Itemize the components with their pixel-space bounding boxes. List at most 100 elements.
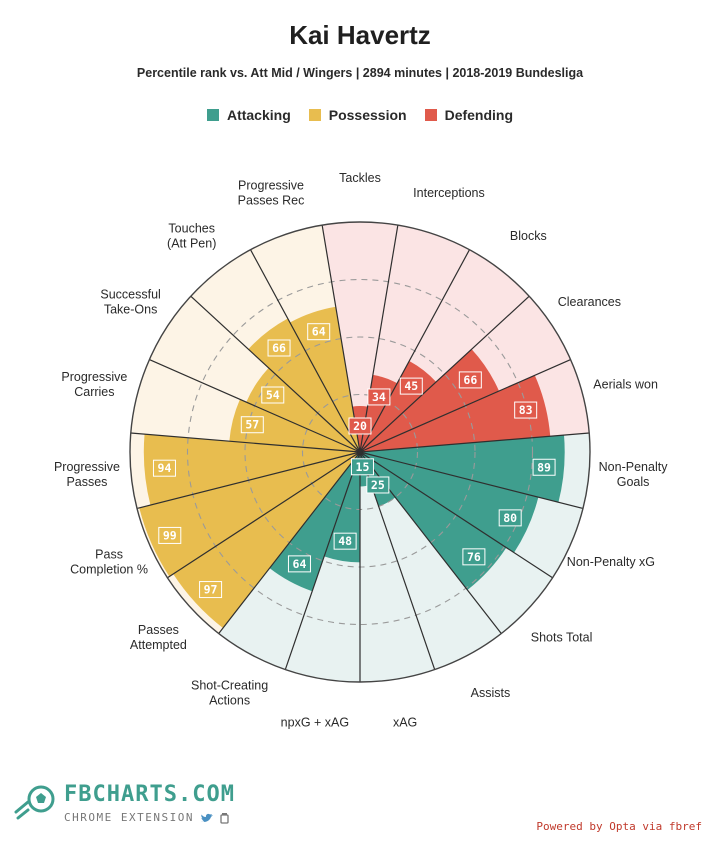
spoke-9 — [321, 225, 361, 453]
value-label-text: 66 — [463, 373, 477, 387]
value-label-non-penalty-goals: 89 — [532, 458, 556, 476]
value-label-clearances: 66 — [458, 371, 482, 389]
legend-label-attacking: Attacking — [226, 107, 291, 123]
legend-swatch-defending — [424, 109, 437, 121]
spoke-12 — [359, 295, 530, 453]
value-label-shot-creating-actions: 64 — [287, 555, 311, 573]
metric-label-aerials-won: Aerials won — [593, 378, 658, 392]
spoke-16 — [359, 451, 553, 579]
bar-non-penalty-goals — [360, 435, 565, 503]
soccer-ball-icon — [14, 785, 55, 820]
outer-ring — [129, 221, 591, 683]
bar-progressive-passes — [143, 434, 360, 506]
metric-label-non-penalty-goals: Non-Penalty Goals — [599, 460, 669, 489]
spoke-4 — [136, 451, 361, 510]
value-label-box — [199, 581, 223, 599]
metric-label-passes-attempted: Passes Attempted — [130, 623, 187, 652]
metric-label-assists: Assists — [471, 686, 511, 700]
value-label-text: 83 — [519, 403, 533, 417]
value-label-box — [350, 458, 374, 476]
spoke-6 — [149, 359, 361, 453]
legend-swatch-possession — [308, 109, 321, 121]
value-label-text: 25 — [371, 478, 385, 492]
value-label-aerials-won: 83 — [514, 401, 538, 419]
value-label-text: 20 — [353, 419, 367, 433]
value-label-progressive-carries: 57 — [240, 416, 264, 434]
value-label-text: 45 — [404, 379, 418, 393]
metric-label-xag: xAG — [393, 715, 417, 729]
value-label-text: 64 — [293, 557, 307, 571]
value-label-box — [458, 371, 482, 389]
metric-label-progressive-carries: Progressive Carries — [61, 370, 127, 399]
value-label-progressive-passes-rec: 64 — [307, 323, 331, 341]
value-label-box — [498, 509, 522, 527]
legend-swatch-attacking — [206, 109, 219, 121]
metric-label-tackles: Tackles — [339, 171, 381, 185]
spoke-2 — [218, 451, 361, 634]
legend-label-possession: Possession — [328, 107, 407, 123]
metric-label-clearances: Clearances — [558, 295, 621, 309]
bar-pass-completion — [139, 452, 360, 577]
bg-sector-assists — [360, 452, 502, 670]
value-label-interceptions: 34 — [367, 388, 391, 406]
value-label-text: 80 — [503, 511, 517, 525]
metric-label-pass-completion: Pass Completion % — [70, 548, 148, 577]
grid-ring-3 — [186, 278, 534, 626]
bg-sector-xag — [360, 452, 435, 682]
metric-label-interceptions: Interceptions — [413, 186, 485, 200]
spoke-15 — [359, 451, 584, 510]
legend-item-defending: Defending — [424, 107, 514, 123]
legend-item-possession: Possession — [308, 107, 407, 123]
value-label-text: 57 — [245, 418, 259, 432]
value-label-progressive-passes: 94 — [152, 459, 176, 477]
spoke-8 — [250, 249, 361, 453]
metric-label-npxg-xag: npxG + xAG — [281, 715, 349, 729]
spoke-11 — [359, 249, 470, 453]
powered-by-text: Powered by Opta via fbref — [536, 820, 702, 833]
spoke-1 — [284, 451, 361, 670]
value-label-text: 54 — [266, 388, 280, 402]
spoke-14 — [359, 432, 590, 453]
value-label-box — [240, 416, 264, 434]
value-label-text: 64 — [312, 325, 326, 339]
metric-label-touches-att-pen: Touches (Att Pen) — [167, 221, 216, 250]
metric-label-successful-take-ons: Successful Take-Ons — [100, 288, 160, 317]
value-label-box — [333, 532, 357, 550]
value-label-npxg-xag: 48 — [333, 532, 357, 550]
bar-non-penalty-xg — [360, 452, 539, 553]
value-label-non-penalty-xg: 80 — [498, 509, 522, 527]
metric-label-shot-creating-actions: Shot-Creating Actions — [191, 678, 268, 707]
bar-aerials-won — [360, 375, 551, 452]
value-label-box — [399, 377, 423, 395]
coffee-cup-icon[interactable] — [220, 812, 230, 824]
fbcharts-logo: FBCHARTS.COM CHROME EXTENSION — [14, 782, 235, 824]
value-label-text: 48 — [338, 534, 352, 548]
legend: Attacking Possession Defending — [0, 107, 720, 123]
logo-sub-text: CHROME EXTENSION — [64, 811, 194, 824]
spoke-10 — [359, 225, 399, 453]
value-label-text: 89 — [537, 460, 551, 474]
spoke-5 — [130, 432, 361, 453]
value-label-box — [261, 386, 285, 404]
bar-progressive-passes-rec — [289, 306, 360, 452]
value-label-box — [307, 323, 331, 341]
value-label-box — [367, 388, 391, 406]
spoke-7 — [190, 295, 361, 453]
value-label-xag: 15 — [350, 458, 374, 476]
value-label-text: 94 — [158, 461, 172, 475]
legend-item-attacking: Attacking — [206, 107, 291, 123]
value-label-text: 15 — [356, 460, 370, 474]
legend-label-defending: Defending — [444, 107, 514, 123]
center-dot — [357, 449, 363, 455]
value-label-text: 76 — [467, 550, 481, 564]
value-label-successful-take-ons: 54 — [261, 386, 285, 404]
value-label-blocks: 45 — [399, 377, 423, 395]
value-label-box — [152, 459, 176, 477]
value-label-box — [348, 417, 372, 435]
metric-label-blocks: Blocks — [510, 229, 547, 243]
value-label-assists: 25 — [366, 476, 390, 494]
value-label-text: 34 — [372, 390, 386, 404]
twitter-icon[interactable] — [200, 812, 214, 824]
value-label-text: 66 — [272, 341, 286, 355]
